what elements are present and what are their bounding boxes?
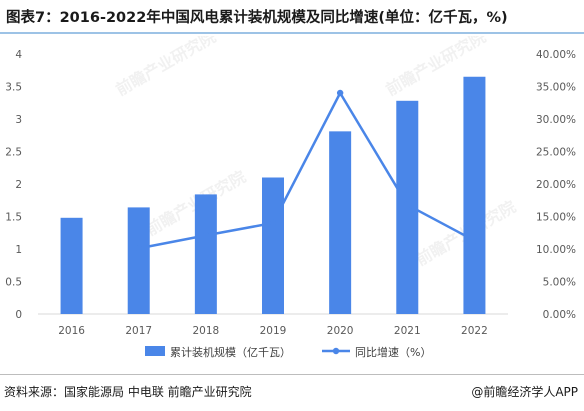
point-2018 (202, 232, 210, 239)
legend-line-label: 同比增速（%） (355, 345, 431, 359)
point-2021 (404, 201, 411, 208)
bar-2022 (463, 76, 486, 314)
left-tick-label: 3.5 (5, 82, 22, 94)
right-tick-label: 5.00% (543, 277, 576, 289)
right-tick-label: 15.00% (536, 212, 576, 224)
x-tick-label: 2020 (327, 325, 354, 337)
combo-chart: 前瞻产业研究院前瞻产业研究院前瞻产业研究院前瞻产业研究院 0 0.5 1 1.5 2 2.… (5, 36, 576, 359)
legend: 累计装机规模（亿千瓦） 同比增速（%） (145, 345, 431, 359)
left-tick-label: 0 (15, 309, 22, 321)
chart-title: 图表7：2016-2022年中国风电累计装机规模及同比增速(单位：亿千瓦，%) (6, 10, 508, 26)
bar-2016 (60, 217, 83, 314)
footer-divider (0, 374, 584, 375)
line-series (135, 89, 478, 252)
bar-2018 (194, 194, 217, 314)
title-divider (0, 32, 584, 34)
left-tick-label: 3 (15, 114, 22, 126)
source-note: 资料来源：国家能源局 中电联 前瞻产业研究院 (4, 385, 252, 399)
left-axis-ticks: 0 0.5 1 1.5 2 2.5 3 3.5 4 (5, 49, 22, 321)
right-tick-label: 35.00% (536, 82, 576, 94)
brand-credit: @前瞻经济学人APP (471, 385, 578, 399)
left-tick-label: 0.5 (5, 277, 22, 289)
right-tick-label: 30.00% (536, 114, 576, 126)
right-tick-label: 0.00% (543, 309, 576, 321)
x-tick-label: 2016 (58, 325, 85, 337)
watermark-layer: 前瞻产业研究院前瞻产业研究院前瞻产业研究院前瞻产业研究院 (113, 36, 520, 269)
left-tick-label: 2 (15, 179, 22, 191)
right-tick-label: 40.00% (536, 49, 576, 61)
x-tick-label: 2022 (461, 325, 488, 337)
legend-bar-label: 累计装机规模（亿千瓦） (170, 345, 291, 359)
left-tick-label: 2.5 (5, 147, 22, 159)
point-2022 (471, 237, 478, 244)
point-2020 (336, 89, 344, 97)
x-tick-label: 2021 (394, 325, 421, 337)
point-2017 (135, 245, 142, 252)
right-axis-ticks: 0.00% 5.00% 10.00% 15.00% 20.00% 25.00% 30.00%… (536, 49, 576, 321)
legend-line-marker (332, 347, 340, 355)
right-tick-label: 20.00% (536, 179, 576, 191)
bar-series (60, 76, 486, 314)
left-tick-label: 1.5 (5, 212, 22, 224)
x-tick-label: 2017 (125, 325, 152, 337)
growth-line (138, 91, 476, 250)
x-tick-label: 2019 (260, 325, 287, 337)
right-tick-label: 25.00% (536, 147, 576, 159)
watermark-text: 前瞻产业研究院 (113, 36, 220, 99)
point-2019 (269, 219, 277, 227)
bar-2019 (262, 177, 284, 314)
bar-2017 (127, 207, 150, 314)
bar-2020 (329, 131, 352, 314)
left-tick-label: 1 (15, 244, 22, 256)
right-tick-label: 10.00% (536, 244, 576, 256)
x-tick-label: 2018 (192, 325, 219, 337)
legend-bar-swatch (145, 346, 165, 356)
x-axis-ticks: 2016 2017 2018 2019 2020 2021 2022 (58, 325, 488, 337)
left-tick-label: 4 (15, 49, 22, 61)
